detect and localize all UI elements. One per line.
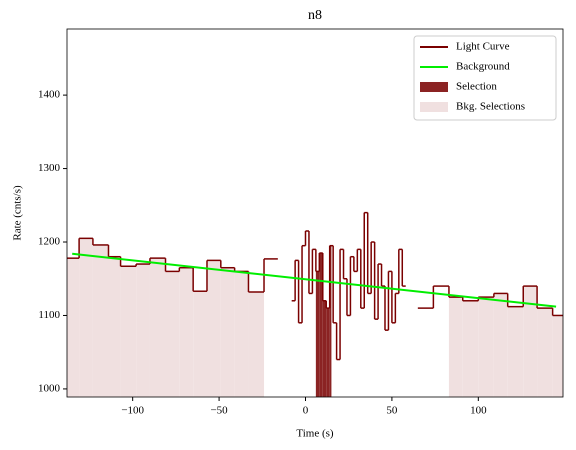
selection: [319, 253, 323, 397]
legend-label: Light Curve: [456, 41, 510, 53]
bkg-selection: [552, 315, 563, 397]
bkg-selection: [206, 260, 221, 397]
legend-box: [413, 35, 557, 121]
x-tick-label: 0: [303, 405, 309, 417]
selection: [315, 271, 320, 397]
background-line: [72, 252, 557, 308]
plot-area: [67, 211, 563, 397]
y-axis-label: Rate (cnts/s): [12, 185, 24, 241]
bkg-selection: [220, 267, 235, 397]
bkg-selection: [120, 266, 137, 397]
x-tick-label: −50: [210, 405, 228, 417]
bkg-selection: [108, 256, 121, 397]
bkg-selection: [537, 308, 553, 397]
bkg-selection: [448, 297, 463, 397]
selection: [326, 308, 330, 397]
legend-swatch: [420, 102, 448, 112]
y-tick-label: 1200: [38, 236, 61, 248]
bkg-selection: [523, 286, 538, 397]
x-axis-label: Time (s): [296, 428, 334, 440]
bkg-selection: [179, 267, 194, 397]
chart-title: n8: [308, 8, 322, 23]
bkg-selection: [92, 244, 109, 397]
bkg-selection: [67, 258, 80, 397]
bkg-selection: [462, 300, 479, 397]
bkg-selection: [193, 291, 207, 397]
plot-frame: [66, 28, 564, 398]
y-tick-label: 1300: [38, 162, 61, 174]
y-tick-label: 1100: [38, 309, 60, 321]
legend-label: Bkg. Selections: [456, 101, 525, 113]
legend-label: Background: [456, 61, 510, 73]
bkg-selection: [149, 258, 166, 397]
bkg-selection: [478, 297, 494, 397]
legend-label: Selection: [456, 81, 497, 93]
x-tick-label: −100: [121, 405, 144, 417]
bkg-selection: [136, 264, 150, 397]
selection: [329, 245, 332, 397]
y-tick-label: 1000: [38, 382, 61, 394]
y-tick-label: 1400: [38, 89, 61, 101]
bkg-selection: [234, 271, 249, 397]
x-tick-label: 100: [470, 405, 487, 417]
bkg-selection: [507, 306, 524, 397]
bkg-selection: [493, 293, 508, 397]
legend-swatch: [420, 82, 448, 92]
selection: [322, 300, 327, 397]
x-tick-label: 50: [386, 405, 398, 417]
bkg-selection: [248, 291, 265, 397]
bkg-selection: [165, 271, 180, 397]
bkg-selection: [79, 238, 93, 397]
